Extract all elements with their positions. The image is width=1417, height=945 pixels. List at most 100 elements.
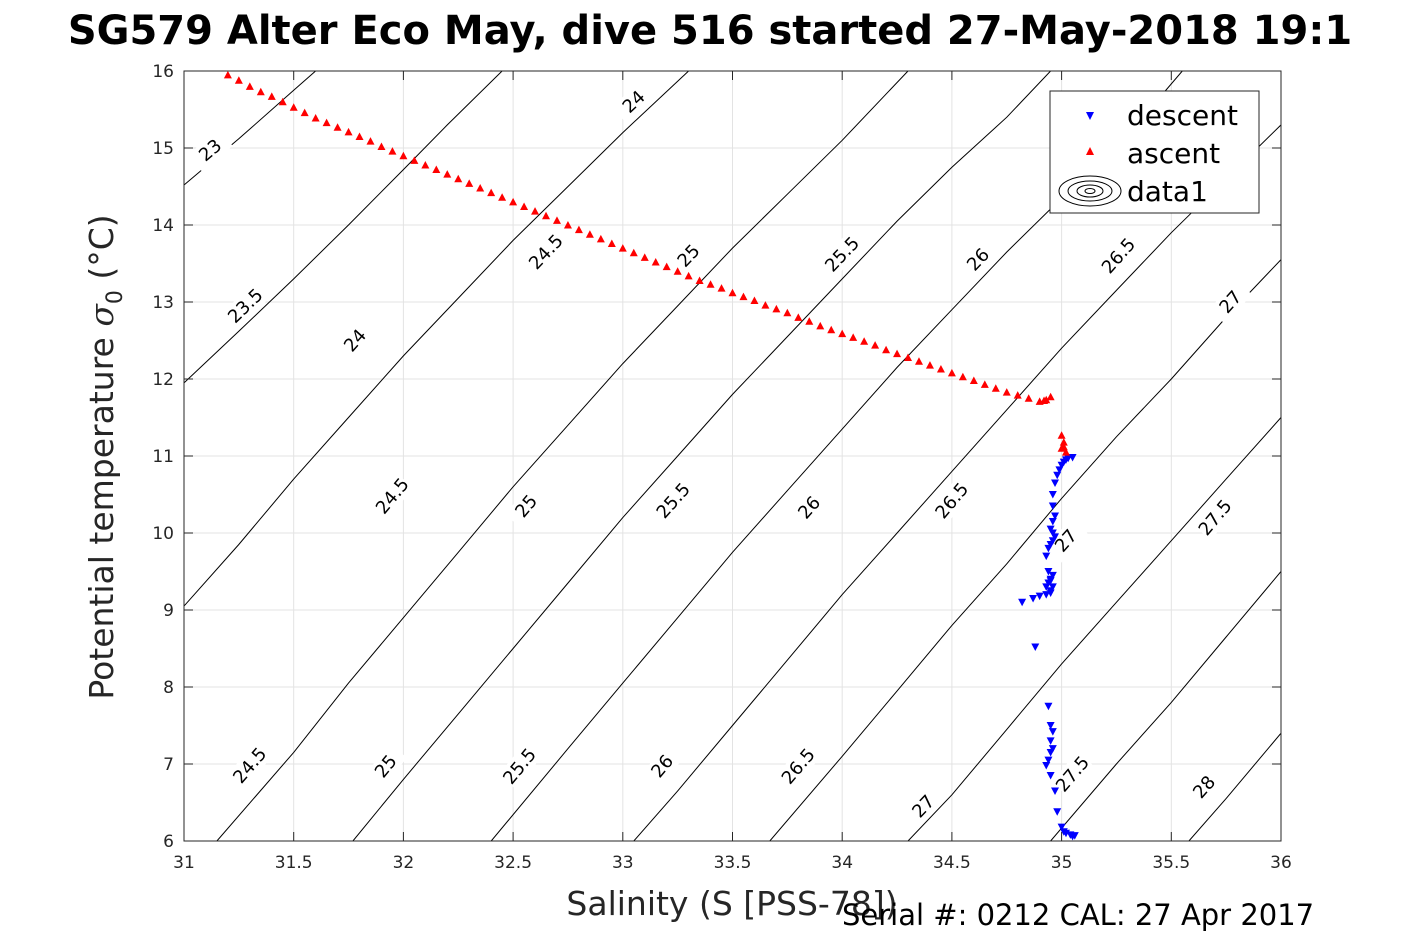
x-tick-label: 33.5: [714, 853, 752, 873]
ascent-marker: [1046, 392, 1055, 401]
ascent-marker: [443, 170, 452, 178]
y-tick-label: 6: [163, 832, 174, 852]
descent-marker: [1044, 702, 1053, 711]
contour-line-24-5: [216, 71, 909, 841]
y-tick-label: 16: [152, 62, 174, 82]
ascent-marker: [509, 197, 518, 206]
contour-label-bg: [371, 473, 414, 519]
ascent-marker: [454, 174, 463, 183]
contour-label-group: 26.5: [1097, 233, 1140, 278]
ascent-marker: [761, 301, 770, 309]
contour-label-group: 24.5: [371, 473, 414, 519]
contour-label-bg: [333, 318, 377, 363]
ascent-marker: [1013, 391, 1022, 399]
descent-marker: [1053, 808, 1062, 816]
ascent-marker: [739, 292, 748, 301]
ascent-marker: [531, 207, 540, 215]
contour-label-group: 25.5: [820, 232, 864, 276]
legend-ascent-label: ascent: [1127, 137, 1220, 170]
descent-marker: [1051, 479, 1060, 487]
descent-marker: [1042, 552, 1051, 561]
ascent-marker: [860, 337, 869, 345]
ascent-marker: [1040, 396, 1049, 405]
descent-marker: [1048, 517, 1057, 526]
descent-marker: [1048, 529, 1057, 537]
contour-label-bg: [956, 237, 1000, 282]
ascent-marker: [991, 384, 1000, 392]
contour-label-bg: [1051, 751, 1094, 797]
descent-marker: [1048, 502, 1057, 511]
contour-label: 24.5: [372, 474, 414, 518]
contour-label-bg: [364, 743, 407, 789]
ascent-marker: [520, 202, 529, 211]
ascent-marker: [289, 103, 298, 111]
descent-marker: [1053, 471, 1062, 480]
contour-label-bg: [651, 478, 695, 523]
y-tick-label: 8: [163, 678, 174, 698]
x-tick-label: 32: [393, 853, 415, 873]
legend-ascent-marker: [1086, 147, 1094, 155]
ascent-marker: [772, 304, 781, 313]
descent-marker: [1044, 756, 1053, 765]
ascent-marker: [925, 361, 934, 369]
contour-label-bg: [505, 483, 548, 529]
y-tick-label: 11: [152, 447, 174, 467]
contour-label: 27.5: [1052, 752, 1094, 796]
contour-line-26-5: [769, 259, 1281, 841]
descent-marker: [1046, 748, 1055, 757]
ascent-marker: [355, 132, 364, 140]
ascent-marker: [904, 353, 913, 361]
contour-label: 25.5: [653, 479, 695, 523]
descent-marker: [1035, 592, 1044, 601]
ascent-marker: [476, 184, 485, 192]
descent-marker: [1018, 598, 1027, 607]
contour-label: 24.5: [525, 231, 568, 275]
ascent-marker: [629, 248, 638, 257]
ascent-marker: [410, 156, 419, 164]
ascent-marker: [882, 345, 891, 354]
contour-label-bg: [498, 743, 541, 789]
ascent-marker: [816, 321, 825, 330]
serial-calibration-note: Serial #: 0212 CAL: 27 Apr 2017: [842, 898, 1315, 932]
ascent-marker: [1024, 394, 1033, 402]
y-tick-label: 9: [163, 601, 174, 621]
ascent-marker: [245, 82, 254, 90]
x-tick-label: 35: [1051, 853, 1073, 873]
contour-line-23-5: [184, 71, 503, 384]
contour-label-bg: [228, 743, 272, 788]
ascent-marker: [750, 296, 759, 304]
ascent-marker: [728, 288, 737, 297]
contour-label-group: 25: [505, 483, 548, 529]
contour-label: 24.5: [229, 744, 271, 788]
contour-label: 26.5: [778, 745, 820, 789]
contour-line-25: [352, 71, 1051, 841]
ascent-marker: [1061, 448, 1070, 456]
ascent-marker: [596, 234, 605, 243]
ascent-marker: [256, 87, 265, 96]
descent-marker: [1044, 544, 1053, 553]
contour-line-28: [1188, 732, 1281, 841]
ascent-marker: [893, 349, 902, 358]
axis-ticks: 31 31.5 32 32.5 33 33.5 34 34.5 35 35.5 36 6 7 8 9 10 11…: [152, 62, 1291, 873]
contour-label-group: 23.5: [223, 284, 267, 328]
ascent-marker: [1059, 438, 1068, 446]
ascent-marker: [794, 313, 803, 321]
contour-label-bg: [1208, 279, 1253, 325]
contour-label-group: 23: [187, 129, 233, 172]
descent-marker: [1042, 762, 1051, 770]
contour-line-26: [633, 124, 1281, 841]
ascent-marker: [421, 160, 430, 169]
contour-label-group: 28: [1182, 764, 1226, 810]
descent-marker: [1051, 533, 1060, 541]
ascent-marker: [377, 142, 386, 150]
ascent-marker: [278, 97, 287, 106]
ascent-marker: [695, 276, 704, 284]
ascent-marker: [487, 188, 496, 197]
legend: descent ascent data1: [1049, 90, 1260, 214]
contour-label-bg: [641, 743, 684, 789]
ascent-marker: [311, 113, 320, 122]
legend-box: [1049, 90, 1260, 214]
ascent-series: [223, 70, 1070, 456]
contour-label-group: 26: [787, 485, 831, 530]
